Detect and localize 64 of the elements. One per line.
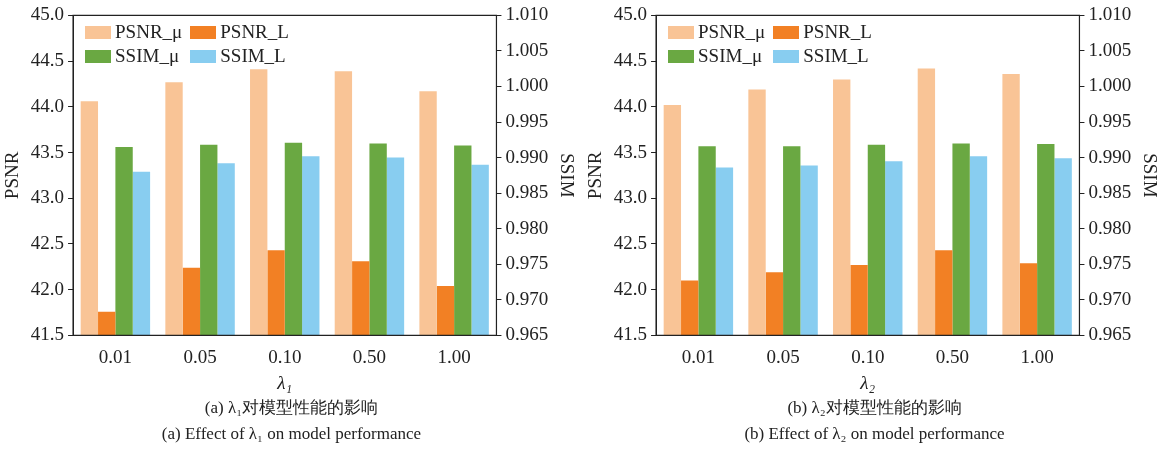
y2-tick-label: 0.995	[505, 110, 549, 132]
y2-tick-label: 1.005	[1088, 38, 1132, 60]
y-axis-title: PSNR	[584, 151, 606, 200]
y2-tick-label: 0.975	[1088, 252, 1132, 274]
y2-tick-label: 0.985	[505, 181, 549, 203]
y-tick-label: 43.5	[30, 140, 65, 162]
x-tick-label: 1.00	[437, 345, 471, 367]
text: (a) λ₁对模型性能的影响	[203, 397, 380, 419]
y-tick-label: 44.5	[613, 49, 648, 71]
legend-label: PSNR_L	[220, 21, 289, 44]
text: (b) Effect of λ₂ on model performance	[743, 424, 1006, 444]
y2-tick-label: 1.005	[505, 38, 549, 60]
x-tick-label: 0.10	[851, 345, 885, 367]
text: (a) Effect of λ₁ on model performance	[160, 424, 423, 444]
x-tick-label: 0.50	[935, 345, 970, 367]
text: (b) λ₂对模型性能的影响	[786, 397, 963, 419]
legend-label: PSNR_μ	[698, 21, 766, 44]
y2-tick-label: 0.970	[1088, 287, 1132, 309]
y2-tick-label: 1.000	[1088, 74, 1132, 96]
x-tick-label: 0.01	[681, 345, 716, 367]
legend-label: SSIM_L	[220, 45, 286, 68]
y-axis-title: PSNR	[1, 151, 23, 200]
y-tick-label: 44.0	[613, 94, 648, 116]
y2-tick-label: 0.985	[1088, 181, 1132, 203]
x-tick-label: 0.10	[268, 345, 302, 367]
x-tick-label: 0.05	[766, 345, 800, 367]
y2-tick-label: 1.010	[1088, 3, 1132, 25]
x-tick-label: 0.05	[183, 345, 217, 367]
x-axis-title: λ₂	[859, 371, 876, 393]
y-tick-label: 43.0	[613, 186, 648, 208]
x-axis-title: λ₁	[276, 371, 293, 393]
y-tick-label: 42.0	[30, 277, 65, 299]
legend-label: PSNR_μ	[115, 21, 183, 44]
y2-tick-label: 0.990	[1088, 145, 1132, 167]
y2-tick-label: 1.010	[505, 3, 549, 25]
legend-label: SSIM_μ	[115, 45, 180, 68]
y2-tick-label: 0.980	[505, 216, 549, 238]
y-tick-label: 43.5	[613, 140, 648, 162]
y-tick-label: 42.0	[613, 277, 648, 299]
y2-tick-label: 0.970	[505, 287, 549, 309]
y-tick-label: 44.5	[30, 49, 65, 71]
y2-tick-label: 0.995	[1088, 110, 1132, 132]
x-tick-label: 0.01	[98, 345, 133, 367]
y2-tick-label: 0.975	[505, 252, 549, 274]
y2-tick-label: 1.000	[505, 74, 549, 96]
y-tick-label: 41.5	[613, 323, 648, 345]
y2-tick-label: 0.990	[505, 145, 549, 167]
y-tick-label: 45.0	[30, 3, 65, 25]
y2-tick-label: 0.965	[505, 323, 549, 345]
legend-label: PSNR_L	[803, 21, 872, 44]
y-tick-label: 42.5	[613, 231, 648, 253]
y-tick-label: 41.5	[30, 323, 65, 345]
y-tick-label: 45.0	[613, 3, 648, 25]
legend-label: SSIM_L	[803, 45, 869, 68]
legend-label: SSIM_μ	[698, 45, 763, 68]
x-tick-label: 1.00	[1020, 345, 1054, 367]
y-tick-label: 43.0	[30, 186, 65, 208]
y2-axis-title: SSIM	[1139, 153, 1161, 198]
y2-axis-title: SSIM	[556, 153, 578, 198]
y-tick-label: 42.5	[30, 231, 65, 253]
y2-tick-label: 0.980	[1088, 216, 1132, 238]
y-tick-label: 44.0	[30, 94, 65, 116]
y2-tick-label: 0.965	[1088, 323, 1132, 345]
x-tick-label: 0.50	[352, 345, 387, 367]
